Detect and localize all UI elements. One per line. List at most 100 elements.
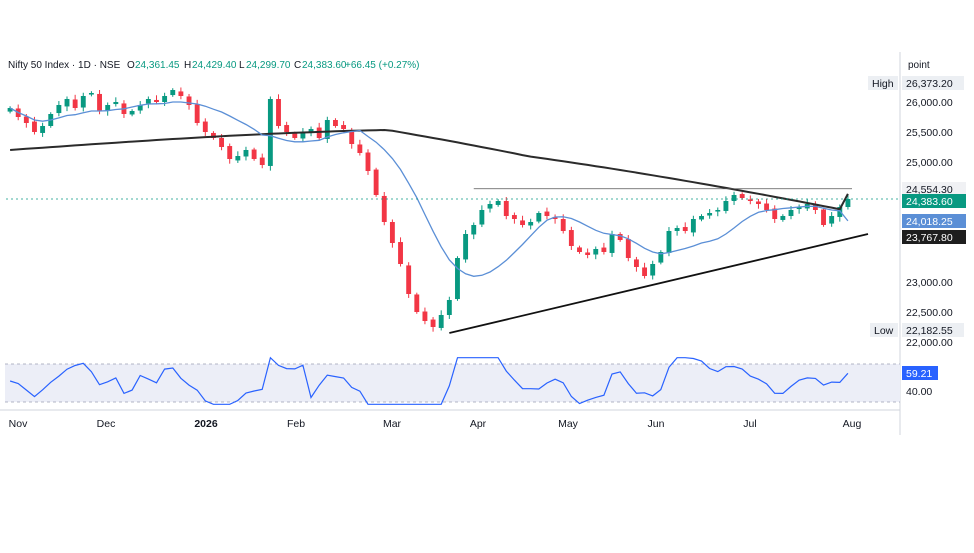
candle-body (772, 208, 778, 219)
candle-body (560, 219, 566, 231)
candle (585, 248, 591, 259)
candle-body (511, 215, 517, 219)
sma-short-line (9, 101, 849, 277)
sma-long-bg (902, 230, 966, 244)
candle-body (406, 265, 412, 294)
sma-long-line (10, 128, 849, 211)
candle (398, 237, 403, 267)
price-tick-label: 25,000.00 (906, 157, 953, 169)
high-badge-bg (868, 76, 898, 90)
candle (617, 232, 623, 242)
candle (747, 195, 753, 205)
candle-body (699, 216, 704, 220)
candle-body (520, 220, 525, 225)
candle (56, 101, 62, 117)
candle-body (202, 121, 208, 132)
candle-body (88, 93, 94, 95)
candle-body (300, 132, 306, 139)
candle (552, 214, 558, 224)
candle (690, 215, 696, 237)
time-axis-label: Jun (648, 418, 665, 430)
candle-body (747, 199, 753, 201)
high-value-bg (902, 76, 964, 90)
candle (682, 222, 688, 234)
candle-body (715, 210, 721, 212)
candle (536, 211, 542, 224)
candle-body (739, 194, 745, 198)
candle-body (837, 207, 843, 217)
rsi-tick-40: 40.00 (906, 386, 932, 398)
candle-body (227, 146, 233, 159)
candle (511, 212, 517, 224)
candle-body (145, 99, 151, 104)
candle (300, 128, 306, 142)
candle-body (389, 222, 395, 243)
candle (129, 109, 135, 117)
candle-body (503, 201, 509, 216)
ohlc-high-value: 24,429.40 (192, 60, 237, 71)
candle (381, 192, 387, 226)
last-price-bg (902, 194, 966, 208)
candle-body (552, 216, 558, 219)
sma-short-value: 24,018.25 (906, 216, 953, 228)
candle-body (373, 169, 379, 195)
candle-body (674, 228, 680, 231)
candle-body (650, 264, 656, 276)
candle (739, 192, 745, 200)
candle (715, 207, 721, 217)
candle (178, 87, 184, 100)
candle (64, 96, 70, 112)
candle (113, 97, 119, 107)
candle (105, 102, 111, 116)
candle (389, 219, 395, 248)
candle-body (219, 138, 225, 147)
candle-body (341, 125, 347, 129)
candle (438, 310, 444, 331)
candle-body (284, 125, 290, 132)
time-axis-labels: Nov Dec 2026 Feb Mar Apr May Jun Jul Aug (9, 418, 862, 430)
ohlc-low-value: 24,299.70 (246, 60, 291, 71)
candle-body (723, 201, 729, 211)
candle-body (7, 108, 13, 112)
candle-body (845, 198, 851, 207)
candle (227, 143, 233, 164)
time-axis-label: Dec (97, 418, 116, 430)
candle-body (210, 132, 216, 138)
candle-body (764, 203, 770, 210)
time-axis-label: Mar (383, 418, 402, 430)
candle-body (381, 195, 387, 222)
sma-short-bg (902, 214, 966, 228)
candle (422, 307, 428, 325)
candle-body (97, 93, 102, 111)
candle (707, 209, 713, 219)
candle-body (333, 120, 338, 126)
candle-body (357, 144, 363, 153)
ohlc-change: +66.45 (+0.27%) (345, 60, 420, 71)
candle-body (414, 294, 420, 312)
ohlc-open-label: O (127, 60, 135, 71)
candle-body (422, 311, 428, 321)
candle-body (446, 300, 452, 315)
candle-body (267, 99, 273, 166)
candle (97, 90, 102, 115)
candle-body (72, 99, 78, 108)
candle (446, 296, 452, 319)
price-axis-header: point (908, 60, 930, 71)
candle (80, 92, 86, 112)
ohlc-close-label: C (294, 60, 301, 71)
last-price-value: 24,383.60 (906, 196, 953, 208)
candle (72, 94, 78, 111)
candle-body (666, 231, 672, 253)
candle-body (593, 249, 599, 255)
candle (845, 194, 851, 210)
candle-body (707, 213, 713, 216)
candle (430, 317, 436, 332)
candle-body (642, 267, 648, 276)
candle (186, 93, 192, 110)
candle (772, 205, 778, 223)
low-label: Low (874, 325, 894, 337)
rsi-band (5, 364, 900, 402)
candle-body (292, 133, 298, 138)
